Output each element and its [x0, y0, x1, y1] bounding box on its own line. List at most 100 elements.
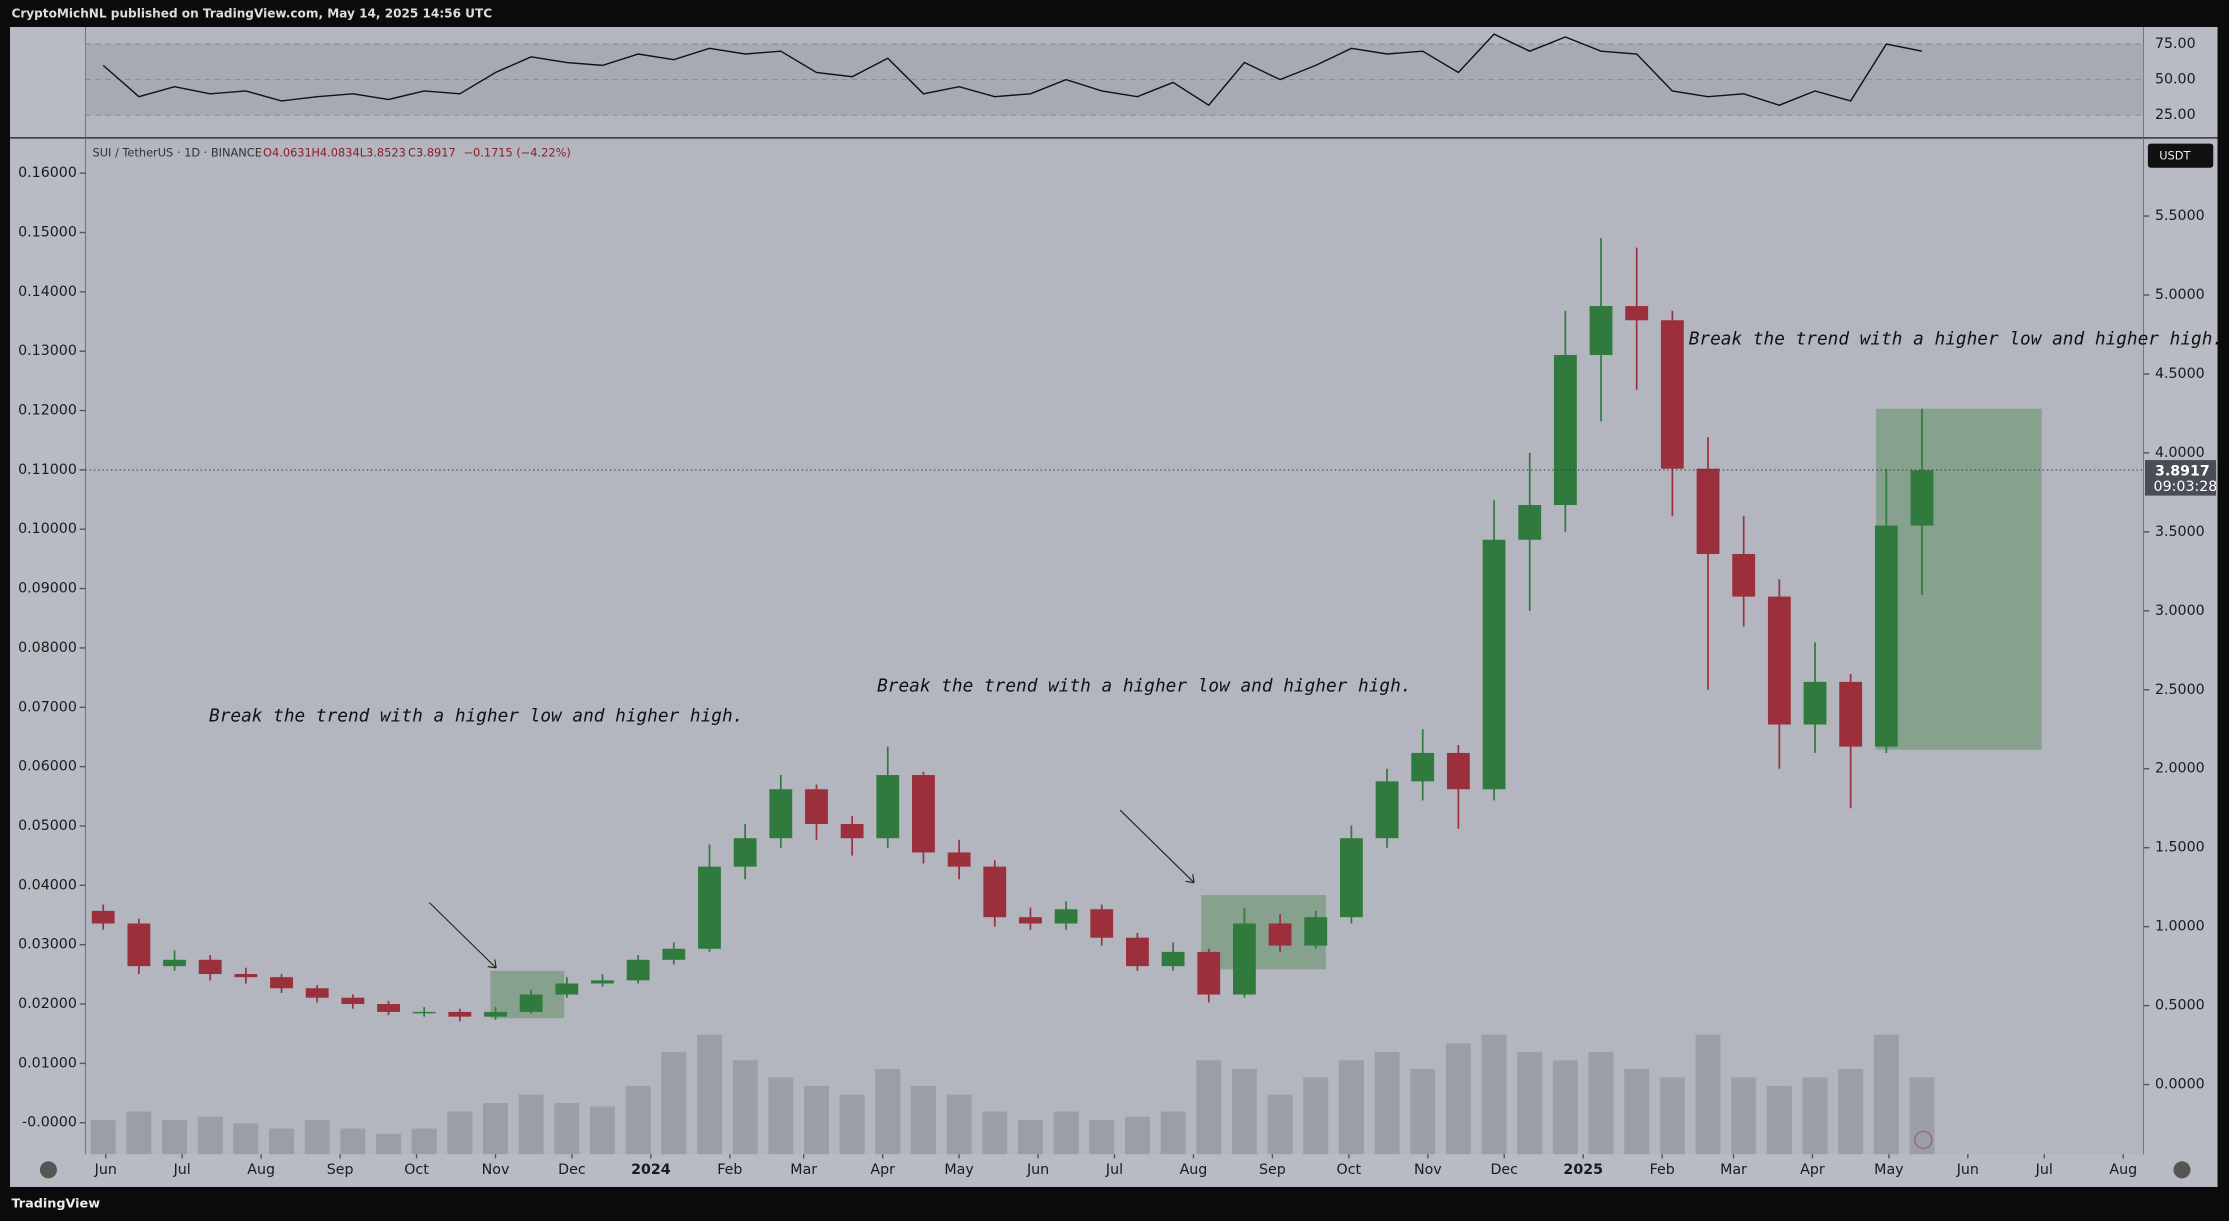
x-tick-label: Jul: [173, 1162, 191, 1178]
candle-body: [1518, 505, 1542, 540]
volume-bar: [1517, 1051, 1543, 1155]
countdown: 09:03:28: [2154, 479, 2218, 495]
candle-body: [1339, 838, 1363, 918]
candle-body: [912, 775, 935, 853]
y3-tick-label: 0.02000: [18, 996, 77, 1012]
volume-bar: [1445, 1043, 1471, 1155]
volume-bar: [1909, 1077, 1935, 1155]
y3-tick-label: 0.12000: [18, 403, 77, 419]
y-tick-label: 0.5000: [2155, 998, 2205, 1014]
volume-bar: [1089, 1120, 1115, 1155]
candle-body: [983, 866, 1007, 918]
right-axis-bg: [2143, 27, 2218, 1155]
volume-bar: [661, 1051, 687, 1155]
candle-body: [1696, 468, 1720, 554]
candle-body: [1589, 306, 1613, 356]
candle-body: [127, 923, 151, 967]
x-tick-label: Apr: [1800, 1162, 1825, 1178]
candle-body: [1910, 470, 1934, 526]
x-tick-label: Jul: [1105, 1162, 1123, 1178]
candle-body: [1054, 909, 1078, 924]
nav-button[interactable]: [39, 1161, 57, 1179]
candle-body: [662, 948, 686, 960]
last-price: 3.8917: [2155, 463, 2210, 479]
y-tick-label: 4.5000: [2155, 366, 2205, 382]
rsi-tick-label: 75.00: [2155, 36, 2196, 52]
volume-bar: [554, 1103, 580, 1155]
price-badge: [2145, 460, 2217, 496]
volume-bar: [1124, 1116, 1150, 1155]
y3-tick-label: 0.06000: [18, 759, 77, 775]
candle-body: [1446, 752, 1470, 790]
volume-bar: [1196, 1060, 1222, 1155]
x-tick-label: Nov: [1414, 1162, 1442, 1178]
volume-bar: [483, 1103, 508, 1155]
volume-bar: [910, 1085, 936, 1155]
candle-body: [198, 959, 222, 975]
footer: TradingView: [11, 1196, 100, 1211]
volume-bar: [126, 1111, 152, 1155]
candle-body: [341, 997, 365, 1005]
candle-body: [1732, 553, 1756, 597]
candle-body: [1019, 917, 1042, 924]
candle-body: [1197, 951, 1221, 995]
candle-body: [1411, 752, 1435, 782]
y-tick-label: 2.0000: [2155, 761, 2205, 777]
y3-tick-label: -0.0000: [22, 1115, 77, 1131]
annotation: Break the trend with a higher low and hi…: [209, 706, 743, 726]
x-tick-label: May: [1874, 1162, 1903, 1178]
x-tick-label: Aug: [1180, 1162, 1208, 1178]
volume-bar: [1552, 1060, 1578, 1155]
x-tick-label: May: [944, 1162, 973, 1178]
chart-frame: [10, 27, 2218, 1187]
y3-tick-label: 0.10000: [18, 521, 77, 537]
x-tick-label: Jul: [2035, 1162, 2053, 1178]
volume-bar: [768, 1077, 794, 1155]
candle-body: [947, 852, 971, 867]
arrow: [1119, 809, 1195, 884]
candle-body: [1482, 539, 1506, 790]
currency: USDT: [2159, 148, 2190, 162]
y3-tick-label: 0.16000: [18, 165, 77, 181]
volume-bar: [946, 1094, 972, 1155]
volume-bar: [839, 1094, 865, 1155]
legend-change: −0.1715 (−4.22%): [463, 146, 570, 160]
y-tick-label: 3.5000: [2155, 524, 2205, 540]
x-tick-label: Jun: [1956, 1162, 1979, 1178]
y-tick-label: 2.5000: [2155, 682, 2205, 698]
volume-bar: [1267, 1094, 1293, 1155]
volume-bar: [1588, 1051, 1614, 1155]
y3-tick-label: 0.09000: [18, 581, 77, 597]
y-tick-label: 1.0000: [2155, 919, 2205, 935]
volume-bar: [1481, 1034, 1507, 1155]
x-tick-label: 2025: [1563, 1162, 1603, 1178]
candle-body: [698, 866, 721, 949]
x-tick-label: Dec: [1490, 1162, 1517, 1178]
volume-bar: [340, 1128, 366, 1155]
settings-button[interactable]: [2173, 1161, 2191, 1179]
volume-bar: [803, 1085, 829, 1155]
volume-bar: [304, 1120, 330, 1155]
volume-bar: [1659, 1077, 1685, 1155]
y-tick-label: 3.0000: [2155, 603, 2205, 619]
y-tick-label: 5.5000: [2155, 208, 2205, 224]
volume-bar: [1053, 1111, 1079, 1155]
y3-tick-label: 0.13000: [18, 343, 77, 359]
volume-bar: [590, 1106, 615, 1155]
candle-body: [1839, 681, 1863, 747]
candle-body: [840, 824, 864, 839]
volume-bar: [1766, 1085, 1792, 1155]
legend-close: C3.8917: [408, 146, 456, 160]
candle-body: [234, 974, 258, 978]
volume-bar: [447, 1111, 473, 1155]
candle-body: [1767, 596, 1791, 725]
x-tick-label: Sep: [1259, 1162, 1286, 1178]
volume-bar: [1838, 1068, 1864, 1155]
candle-body: [484, 1011, 507, 1017]
currency-badge[interactable]: [2147, 143, 2214, 168]
y3-tick-label: 0.03000: [18, 937, 77, 953]
volume-bar: [162, 1120, 188, 1155]
y3-tick-label: 0.14000: [18, 284, 77, 300]
